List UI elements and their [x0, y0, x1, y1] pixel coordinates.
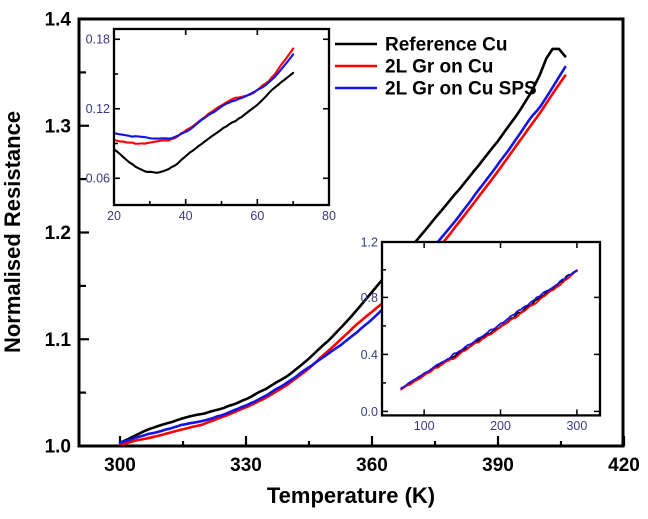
svg-text:0.06: 0.06 [86, 172, 110, 186]
svg-text:0.18: 0.18 [86, 33, 110, 47]
svg-text:0.12: 0.12 [86, 102, 110, 116]
svg-text:300: 300 [566, 419, 587, 433]
svg-text:390: 390 [482, 455, 514, 476]
svg-text:2L Gr on Cu: 2L Gr on Cu [385, 57, 493, 78]
svg-text:20: 20 [107, 209, 121, 223]
svg-text:Temperature (K): Temperature (K) [267, 483, 435, 508]
svg-text:1.3: 1.3 [45, 116, 71, 137]
svg-text:80: 80 [322, 209, 336, 223]
svg-text:60: 60 [250, 209, 264, 223]
svg-text:1.4: 1.4 [45, 10, 72, 31]
svg-text:Reference Cu: Reference Cu [385, 35, 508, 56]
svg-text:420: 420 [608, 455, 640, 476]
svg-text:330: 330 [230, 455, 262, 476]
svg-text:100: 100 [414, 419, 435, 433]
svg-text:1.2: 1.2 [45, 223, 71, 244]
svg-text:0.0: 0.0 [361, 405, 378, 419]
svg-text:2L Gr on Cu SPS: 2L Gr on Cu SPS [385, 79, 537, 100]
svg-text:40: 40 [179, 209, 193, 223]
svg-text:300: 300 [104, 455, 136, 476]
svg-text:Normalised Resistance: Normalised Resistance [0, 111, 25, 353]
svg-text:0.8: 0.8 [361, 291, 378, 305]
svg-text:0.4: 0.4 [361, 348, 378, 362]
svg-text:1.0: 1.0 [45, 437, 71, 458]
svg-text:360: 360 [356, 455, 388, 476]
svg-text:200: 200 [490, 419, 511, 433]
svg-text:1.1: 1.1 [45, 330, 72, 351]
svg-text:1.2: 1.2 [361, 236, 378, 250]
